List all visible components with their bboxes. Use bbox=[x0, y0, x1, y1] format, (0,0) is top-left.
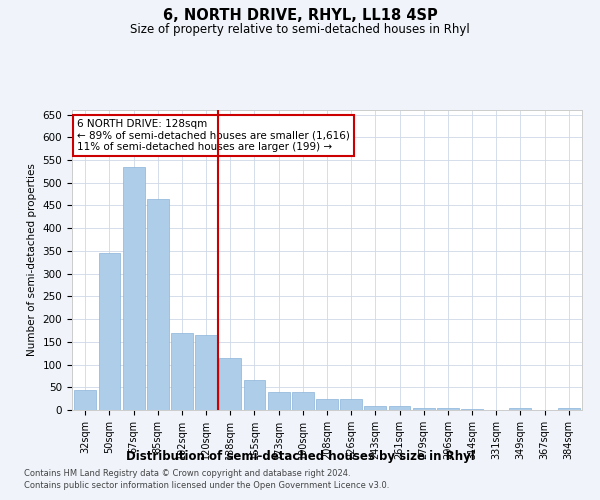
Bar bbox=[558, 408, 580, 410]
Bar bbox=[292, 392, 314, 410]
Bar bbox=[437, 408, 459, 410]
Bar bbox=[389, 406, 410, 410]
Bar bbox=[364, 406, 386, 410]
Bar bbox=[413, 408, 434, 410]
Text: Distribution of semi-detached houses by size in Rhyl: Distribution of semi-detached houses by … bbox=[125, 450, 475, 463]
Bar bbox=[123, 167, 145, 410]
Bar bbox=[220, 358, 241, 410]
Text: 6, NORTH DRIVE, RHYL, LL18 4SP: 6, NORTH DRIVE, RHYL, LL18 4SP bbox=[163, 8, 437, 22]
Text: Size of property relative to semi-detached houses in Rhyl: Size of property relative to semi-detach… bbox=[130, 22, 470, 36]
Bar bbox=[316, 398, 338, 410]
Bar bbox=[461, 409, 483, 410]
Bar bbox=[98, 253, 121, 410]
Bar bbox=[340, 398, 362, 410]
Bar bbox=[195, 335, 217, 410]
Text: Contains public sector information licensed under the Open Government Licence v3: Contains public sector information licen… bbox=[24, 481, 389, 490]
Bar bbox=[147, 198, 169, 410]
Bar bbox=[509, 408, 531, 410]
Bar bbox=[268, 392, 290, 410]
Bar bbox=[74, 390, 96, 410]
Bar bbox=[244, 380, 265, 410]
Y-axis label: Number of semi-detached properties: Number of semi-detached properties bbox=[27, 164, 37, 356]
Text: 6 NORTH DRIVE: 128sqm
← 89% of semi-detached houses are smaller (1,616)
11% of s: 6 NORTH DRIVE: 128sqm ← 89% of semi-deta… bbox=[77, 119, 350, 152]
Text: Contains HM Land Registry data © Crown copyright and database right 2024.: Contains HM Land Registry data © Crown c… bbox=[24, 468, 350, 477]
Bar bbox=[171, 332, 193, 410]
